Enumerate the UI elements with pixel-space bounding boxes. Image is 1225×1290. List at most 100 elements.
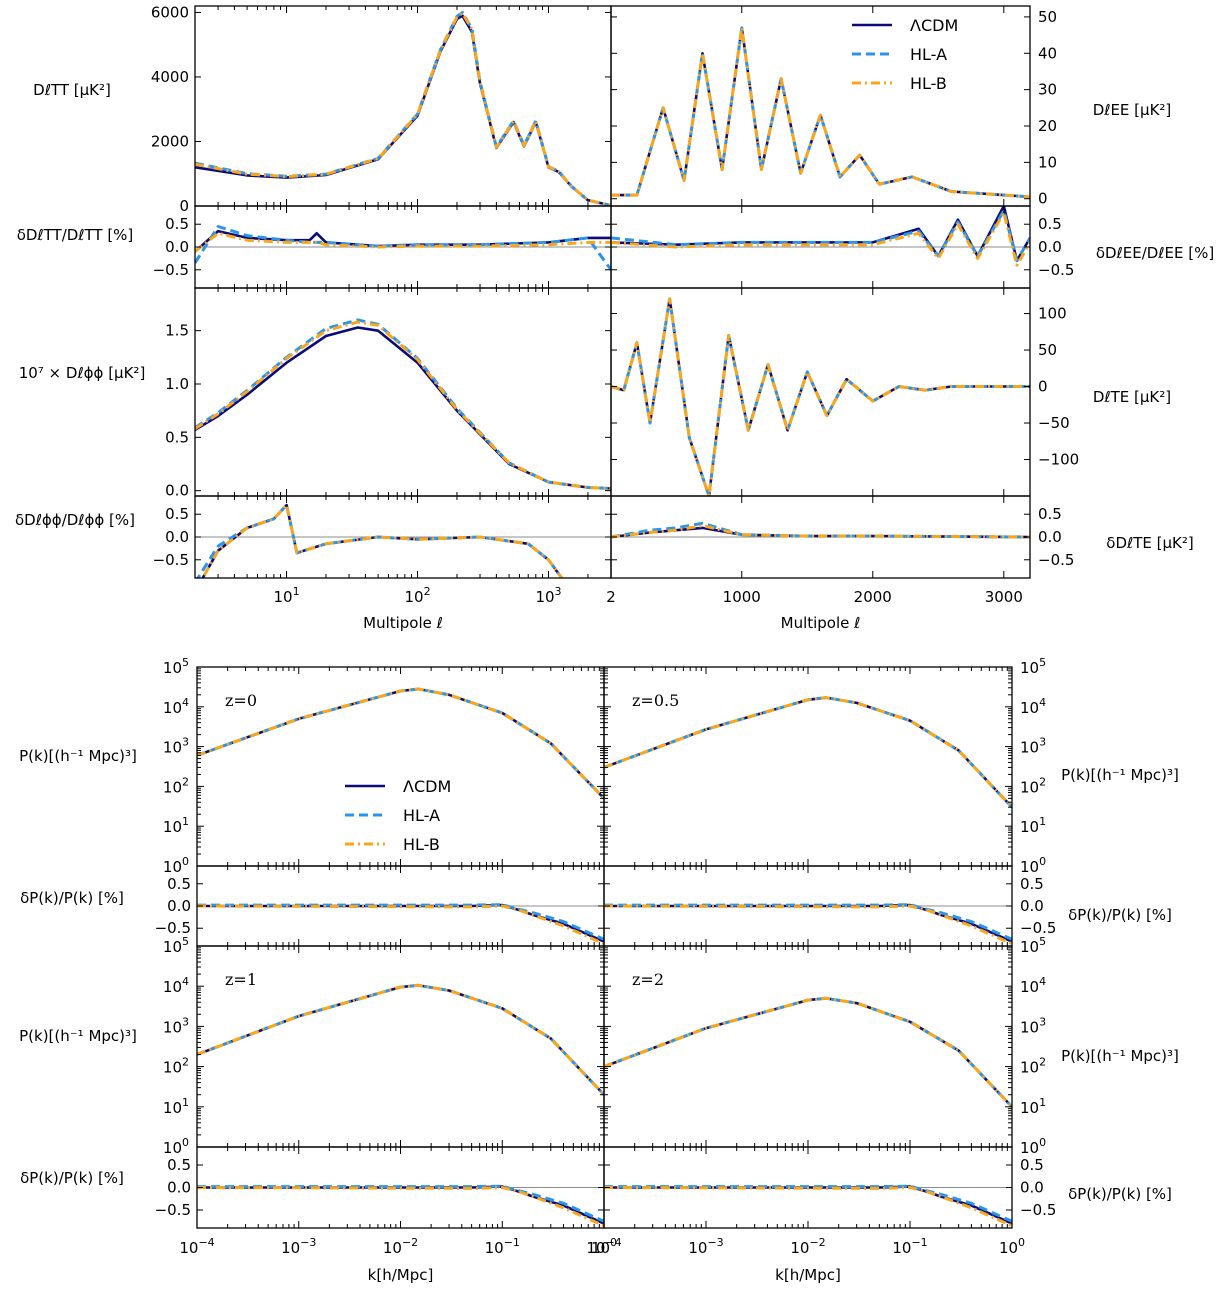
series-lcdm-line — [195, 326, 611, 490]
x-axis-label: Multipole ℓ — [781, 614, 861, 632]
series-hlb-line — [611, 524, 1030, 539]
series-hla-line — [196, 503, 564, 578]
x-tick-label: 10−3 — [281, 1236, 316, 1257]
series-hlb-line — [604, 1186, 1012, 1228]
series-lcdm-line — [604, 696, 1012, 809]
x-tick-label: 2 — [606, 588, 616, 606]
x-tick-label: 3000 — [985, 588, 1023, 606]
series-lcdm-line — [201, 503, 564, 578]
tick-label: 1.5 — [165, 322, 189, 340]
tick-label: −0.5 — [1020, 1201, 1056, 1219]
y-axis-label: DℓTE [μK²] — [1093, 388, 1171, 406]
tick-label: −50 — [1038, 414, 1070, 432]
series-hla-line — [604, 696, 1012, 809]
y-tick-label: 102 — [163, 775, 189, 796]
y-tick-label: 105 — [163, 935, 189, 956]
x-tick-label: 103 — [535, 585, 561, 606]
panel-dpk-z-0 — [196, 865, 605, 947]
tick-label: 2000 — [151, 132, 189, 150]
panel-dpk-z-2 — [603, 1146, 1013, 1229]
panel-dpp — [194, 495, 612, 579]
x-tick-label: 100 — [591, 1236, 617, 1257]
x-tick-label: 10−4 — [179, 1236, 214, 1257]
tick-label: −0.5 — [153, 551, 189, 569]
x-tick-label: 102 — [404, 585, 430, 606]
legend-label-hlb: HL-B — [403, 835, 440, 854]
tick-label: 0.0 — [1038, 238, 1062, 256]
series-lcdm-line — [197, 687, 604, 800]
series-hla-line — [604, 1184, 1012, 1223]
series-hlb-line — [611, 26, 1030, 199]
y-axis-label: P(k)[(h⁻¹ Mpc)³] — [1061, 766, 1179, 784]
y-tick-label: 103 — [1020, 736, 1046, 757]
legend-label-lcdm: ΛCDM — [910, 16, 958, 35]
y-tick-label: 102 — [1020, 1056, 1046, 1077]
x-tick-label: 10−1 — [485, 1236, 520, 1257]
x-axis-label: k[h/Mpc] — [368, 1266, 434, 1284]
panel-pk-z-1 — [196, 945, 605, 1148]
tick-label: −0.5 — [155, 1201, 191, 1219]
tick-label: 0.5 — [165, 215, 189, 233]
y-axis-label: δDℓTT/DℓTT [%] — [17, 226, 134, 244]
tick-label: 100 — [1038, 305, 1067, 323]
x-tick-label: 1000 — [723, 588, 761, 606]
y-tick-label: 100 — [163, 855, 189, 876]
tick-label: −100 — [1038, 451, 1079, 469]
y-axis-label: δP(k)/P(k) [%] — [20, 889, 124, 907]
legend-label-hla: HL-A — [403, 806, 440, 825]
tick-label: 6000 — [151, 3, 189, 21]
series-hlb-line — [197, 687, 604, 800]
tick-label: 0 — [1038, 190, 1048, 208]
panel-pk-z-2 — [603, 945, 1013, 1148]
series-hlb-line — [604, 996, 1012, 1108]
x-axis-label: Multipole ℓ — [363, 614, 443, 632]
tick-label: 0.0 — [165, 238, 189, 256]
series-lcdm-line — [604, 903, 1012, 943]
legend-label-hla: HL-A — [910, 45, 947, 64]
x-tick-label: 10−2 — [383, 1236, 418, 1257]
panel-dpk-z-1 — [196, 1146, 605, 1229]
y-axis-label: DℓEE [μK²] — [1093, 101, 1172, 119]
y-tick-label: 104 — [163, 975, 189, 996]
y-tick-label: 103 — [163, 736, 189, 757]
panel-pk-z-0-5 — [603, 666, 1013, 867]
y-tick-label: 101 — [1020, 1096, 1046, 1117]
series-hlb-line — [197, 983, 604, 1096]
x-axis-label: k[h/Mpc] — [775, 1266, 841, 1284]
tick-label: 40 — [1038, 44, 1057, 62]
series-lcdm-line — [195, 229, 611, 253]
tick-label: 20 — [1038, 117, 1057, 135]
series-lcdm-line — [197, 1185, 604, 1225]
y-tick-label: 104 — [1020, 696, 1046, 717]
series-hla-line — [197, 1184, 604, 1223]
series-hlb-line — [611, 211, 1030, 267]
tick-label: 50 — [1038, 341, 1057, 359]
y-tick-label: 105 — [1020, 656, 1046, 677]
tick-label: 0.0 — [1038, 528, 1062, 546]
panel-te — [610, 287, 1031, 497]
tick-label: 50 — [1038, 8, 1057, 26]
y-axis-label: δP(k)/P(k) [%] — [1068, 906, 1172, 924]
series-hlb-line — [195, 320, 611, 490]
tick-label: 0.0 — [167, 1179, 191, 1197]
legend-top: ΛCDM HL-A HL-B — [852, 16, 958, 93]
tick-label: −0.5 — [1020, 919, 1056, 937]
y-tick-label: 103 — [1020, 1015, 1046, 1036]
y-axis-label: P(k)[(h⁻¹ Mpc)³] — [1061, 1047, 1179, 1065]
y-tick-label: 102 — [163, 1056, 189, 1077]
series-hla-line — [197, 687, 604, 800]
y-tick-label: 101 — [1020, 815, 1046, 836]
tick-label: 0.0 — [167, 897, 191, 915]
tick-label: 0.5 — [1020, 1156, 1044, 1174]
series-lcdm-line — [197, 903, 604, 943]
panel-dee — [610, 205, 1031, 289]
y-tick-label: 102 — [1020, 775, 1046, 796]
tick-label: 0.5 — [1038, 215, 1062, 233]
tick-label: −0.5 — [1038, 261, 1074, 279]
panel-pp — [194, 287, 612, 497]
series-hlb-line — [200, 503, 564, 578]
series-hlb-line — [604, 696, 1012, 809]
series-hla-line — [604, 903, 1012, 941]
panel-dte — [610, 495, 1031, 579]
